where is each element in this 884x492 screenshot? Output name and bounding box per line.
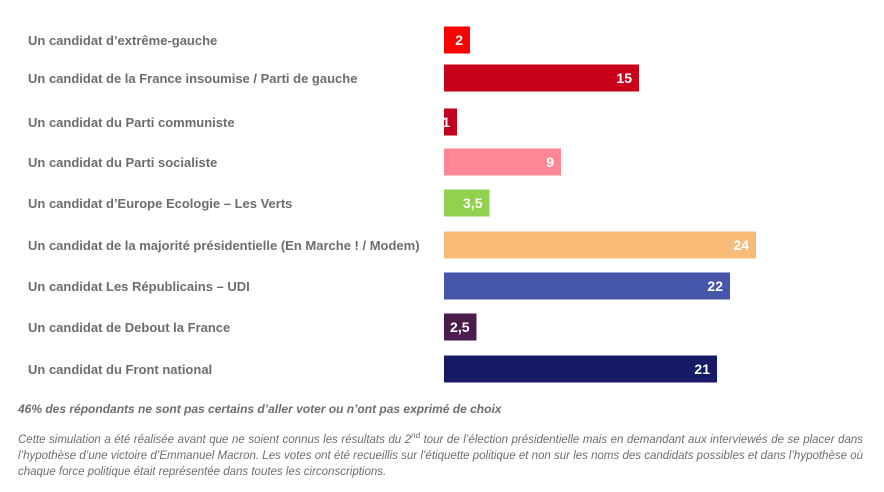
value-label: 15 [616, 70, 632, 86]
category-label: Un candidat du Parti communiste [28, 115, 235, 130]
category-label: Un candidat de la France insoumise / Par… [28, 71, 357, 86]
disclaimer-superscript: nd [411, 431, 421, 441]
value-label: 2,5 [450, 319, 470, 335]
disclaimer-text-start: Cette simulation a été réalisée avant qu… [18, 434, 412, 446]
respondents-note: 46% des répondants ne sont pas certains … [18, 402, 502, 416]
category-label: Un candidat d’Europe Ecologie – Les Vert… [28, 196, 292, 211]
value-label: 9 [546, 154, 554, 170]
category-label: Un candidat Les Républicains – UDI [28, 279, 250, 294]
bar [444, 231, 756, 259]
bar [444, 108, 457, 136]
disclaimer-text-end: tour de l’élection présidentielle mais e… [18, 434, 863, 478]
category-label: Un candidat de Debout la France [28, 320, 230, 335]
category-label: Un candidat du Parti socialiste [28, 155, 217, 170]
bar [444, 26, 470, 54]
bar-chart: Un candidat d’extrême-gauche 2 Un candidat… [28, 26, 756, 383]
bar [444, 148, 561, 176]
simulation-disclaimer: Cette simulation a été réalisée avant qu… [18, 432, 863, 480]
category-label: Un candidat de la majorité présidentiell… [28, 238, 420, 253]
bar [444, 355, 717, 383]
value-label: 22 [707, 278, 723, 294]
value-label: 21 [694, 361, 710, 377]
value-label: 3,5 [463, 195, 483, 211]
bar [444, 313, 477, 341]
value-label: 2 [455, 32, 463, 48]
category-label: Un candidat d’extrême-gauche [28, 33, 217, 48]
bar [444, 189, 490, 217]
value-label: 24 [733, 237, 749, 253]
value-label: 1 [442, 114, 450, 130]
bar [444, 64, 639, 92]
bar [444, 272, 730, 300]
category-label: Un candidat du Front national [28, 362, 212, 377]
